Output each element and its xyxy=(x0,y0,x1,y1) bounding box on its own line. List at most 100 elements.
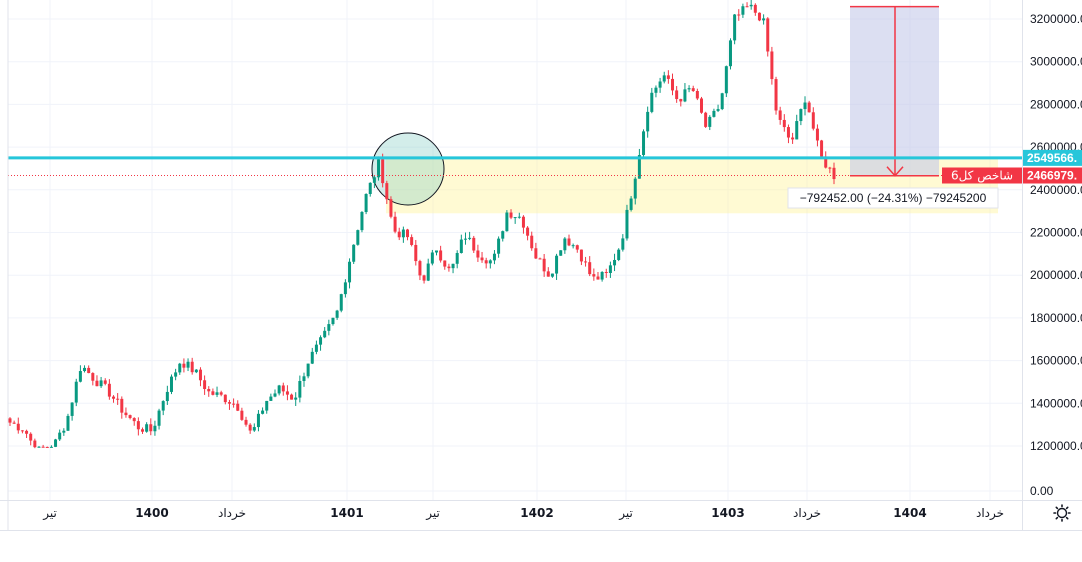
candle-body xyxy=(774,79,778,111)
measure-arrow-head xyxy=(886,166,904,177)
candles xyxy=(8,0,836,449)
candle-body xyxy=(724,66,728,94)
x-tick-label: تیر xyxy=(42,506,57,521)
candle-body xyxy=(265,400,269,411)
highlight-circle xyxy=(371,132,445,206)
instrument-name-tag xyxy=(942,167,1022,184)
candle-body xyxy=(406,229,410,238)
candle-body xyxy=(393,216,397,232)
candle-body xyxy=(285,391,289,395)
candle-body xyxy=(215,392,219,395)
candle-body xyxy=(629,198,633,210)
candle-body xyxy=(708,116,712,127)
candle-body xyxy=(8,418,12,423)
candle-body xyxy=(66,415,70,431)
measure-label: −792452.00 (−24.31%) −79245200 xyxy=(800,191,987,205)
candle-body xyxy=(116,398,120,400)
candle-body xyxy=(815,128,819,141)
candle-body xyxy=(310,351,314,364)
candle-body xyxy=(252,427,256,431)
candle-body xyxy=(807,102,811,113)
candle-body xyxy=(157,410,161,426)
x-tick-label: خرداد xyxy=(218,506,246,521)
candle-body xyxy=(550,273,554,277)
candle-body xyxy=(335,310,339,318)
candle-body xyxy=(637,155,641,179)
candle-body xyxy=(530,235,534,249)
candle-body xyxy=(720,93,724,110)
candle-body xyxy=(426,263,430,281)
candle-body xyxy=(20,430,24,432)
candle-body xyxy=(136,421,140,430)
candle-body xyxy=(153,425,157,432)
candle-body xyxy=(832,167,836,180)
candle-body xyxy=(658,81,662,88)
candle-body xyxy=(588,262,592,275)
candle-body xyxy=(112,396,116,399)
candle-body xyxy=(745,6,749,8)
candle-body xyxy=(149,424,153,432)
candle-body xyxy=(803,102,807,110)
candle-body xyxy=(811,112,815,129)
candle-body xyxy=(675,90,679,100)
candle-body xyxy=(579,249,583,262)
x-tick-label: خرداد xyxy=(793,506,821,521)
candle-body xyxy=(261,410,265,414)
candle-body xyxy=(219,392,223,395)
candle-body xyxy=(679,99,683,102)
candle-body xyxy=(455,253,459,264)
x-tick-label: 1401 xyxy=(330,506,363,520)
candle-body xyxy=(513,217,517,219)
candle-body xyxy=(70,402,74,416)
candle-body xyxy=(488,260,492,264)
candle-body xyxy=(509,212,513,218)
y-tick-label: 0.00 xyxy=(1030,484,1054,498)
candle-body xyxy=(62,430,66,433)
candle-body xyxy=(186,361,190,368)
y-tick-label: 2400000.00 xyxy=(1030,183,1082,197)
candle-body xyxy=(290,394,294,400)
candle-body xyxy=(389,199,393,217)
candle-body xyxy=(165,391,169,402)
candle-body xyxy=(571,245,575,247)
candle-body xyxy=(12,422,16,424)
y-tick-label: 3000000.00 xyxy=(1030,55,1082,69)
candle-body xyxy=(107,383,111,397)
last-price-tag-text: 2466979. xyxy=(1027,168,1077,182)
candle-body xyxy=(584,261,588,263)
candle-body xyxy=(592,274,596,277)
candle-body xyxy=(600,271,604,280)
candle-body xyxy=(236,403,240,411)
candle-body xyxy=(178,363,182,373)
candle-body xyxy=(741,6,745,15)
y-tick-label: 1800000.00 xyxy=(1030,311,1082,325)
candle-body xyxy=(277,385,281,394)
candle-body xyxy=(484,260,488,264)
candle-body xyxy=(198,369,202,381)
candle-body xyxy=(687,88,691,90)
candle-body xyxy=(563,238,567,251)
candle-body xyxy=(695,91,699,99)
candle-body xyxy=(596,276,600,280)
candle-body xyxy=(124,412,128,416)
candle-body xyxy=(439,250,443,261)
candle-body xyxy=(294,397,298,400)
candle-body xyxy=(319,337,323,345)
candle-body xyxy=(302,376,306,381)
candle-body xyxy=(472,237,476,251)
settings-gear-icon[interactable] xyxy=(1053,504,1071,522)
candle-body xyxy=(650,92,654,112)
candle-body xyxy=(786,127,790,138)
candle-body xyxy=(824,156,828,168)
candle-body xyxy=(16,423,20,431)
candle-body xyxy=(476,250,480,258)
candle-body xyxy=(691,88,695,92)
last-price-tag xyxy=(1023,167,1082,184)
candle-body xyxy=(716,109,720,111)
candle-body xyxy=(381,159,385,184)
candle-body xyxy=(377,159,381,178)
candle-body xyxy=(422,275,426,281)
level-price-tag-text: 2549566. xyxy=(1027,151,1077,165)
candle-body xyxy=(45,446,49,448)
candle-body xyxy=(621,238,625,250)
